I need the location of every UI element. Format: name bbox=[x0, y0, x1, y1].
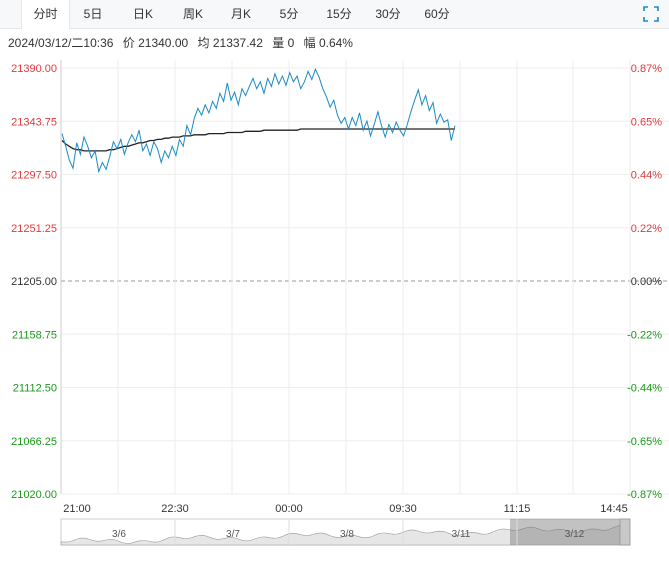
navigator-date-label: 3/11 bbox=[452, 529, 471, 540]
tab-5day[interactable]: 5日 bbox=[83, 7, 103, 21]
quote-datetime: 2024/03/12/二10:36 bbox=[8, 36, 114, 50]
percent-tick-label: 0.87% bbox=[631, 63, 662, 75]
price-tick-label: 21112.50 bbox=[13, 383, 57, 395]
navigator-date-label: 3/6 bbox=[112, 529, 126, 540]
tab-5min[interactable]: 5分 bbox=[279, 7, 299, 21]
price-tick-label: 21205.00 bbox=[11, 276, 57, 288]
tab-60min[interactable]: 60分 bbox=[424, 7, 450, 21]
percent-axis: 0.87% 0.65% 0.44% 0.22% 0.00% -0.22% -0.44% -0.… bbox=[627, 63, 662, 501]
tab-daily-k[interactable]: 日K bbox=[132, 7, 153, 21]
quote-change: 幅 0.64% bbox=[303, 36, 353, 50]
time-tick-label: 00:00 bbox=[275, 503, 303, 515]
percent-tick-label: 0.00% bbox=[631, 276, 662, 288]
navigator-date-label: 3/8 bbox=[340, 529, 354, 540]
price-tick-label: 21251.25 bbox=[11, 223, 57, 235]
price-line bbox=[61, 67, 456, 174]
tab-15min[interactable]: 15分 bbox=[326, 7, 352, 21]
percent-tick-label: -0.22% bbox=[627, 329, 662, 341]
time-navigator: 3/6 3/7 3/8 3/11 3/12 bbox=[60, 518, 631, 546]
tab-intraday[interactable]: 分时 bbox=[21, 0, 70, 29]
tab-30min[interactable]: 30分 bbox=[375, 7, 401, 21]
price-tick-label: 21297.50 bbox=[11, 170, 57, 182]
quote-volume: 量 0 bbox=[272, 36, 295, 50]
percent-tick-label: -0.87% bbox=[627, 489, 662, 501]
percent-tick-label: 0.65% bbox=[631, 116, 662, 128]
period-tabbar: 分时 5日 日K 周K 月K 5分 15分 30分 60分 bbox=[0, 0, 669, 29]
percent-tick-label: -0.65% bbox=[627, 436, 662, 448]
navigator-date-labels: 3/6 3/7 3/8 3/11 3/12 bbox=[112, 519, 585, 545]
time-tick-label: 11:15 bbox=[504, 503, 531, 515]
time-tick-label: 21:00 bbox=[63, 503, 91, 515]
price-axis: 21390.00 21343.75 21297.50 21251.25 21205.00… bbox=[11, 63, 57, 501]
percent-tick-label: 0.44% bbox=[631, 170, 662, 182]
navigator-handle[interactable] bbox=[619, 518, 631, 546]
chart-grid bbox=[60, 60, 669, 495]
navigator-selection[interactable] bbox=[510, 519, 620, 545]
price-tick-label: 21066.25 bbox=[11, 436, 57, 448]
time-tick-label: 14:45 bbox=[600, 503, 628, 515]
tab-weekly-k[interactable]: 周K bbox=[182, 7, 203, 21]
price-tick-label: 21020.00 bbox=[11, 489, 57, 501]
time-axis: 21:00 22:30 00:00 09:30 11:15 14:45 bbox=[63, 503, 628, 515]
quote-info-line: 2024/03/12/二10:36 价 21340.00 均 21337.42 … bbox=[8, 34, 359, 51]
quote-average: 均 21337.42 bbox=[197, 36, 263, 50]
quote-price: 价 21340.00 bbox=[122, 36, 189, 50]
tab-monthly-k[interactable]: 月K bbox=[230, 7, 251, 21]
price-tick-label: 21158.75 bbox=[12, 329, 57, 341]
price-tick-label: 21390.00 bbox=[11, 63, 57, 75]
percent-tick-label: -0.44% bbox=[627, 383, 662, 395]
navigator-date-label: 3/7 bbox=[226, 529, 240, 540]
price-tick-label: 21343.75 bbox=[11, 116, 57, 128]
percent-tick-label: 0.22% bbox=[631, 223, 662, 235]
time-tick-label: 09:30 bbox=[389, 503, 417, 515]
navigator-series bbox=[60, 524, 631, 546]
time-tick-label: 22:30 bbox=[161, 503, 189, 515]
expand-icon[interactable] bbox=[643, 6, 659, 22]
navigator-date-label: 3/12 bbox=[565, 529, 585, 540]
